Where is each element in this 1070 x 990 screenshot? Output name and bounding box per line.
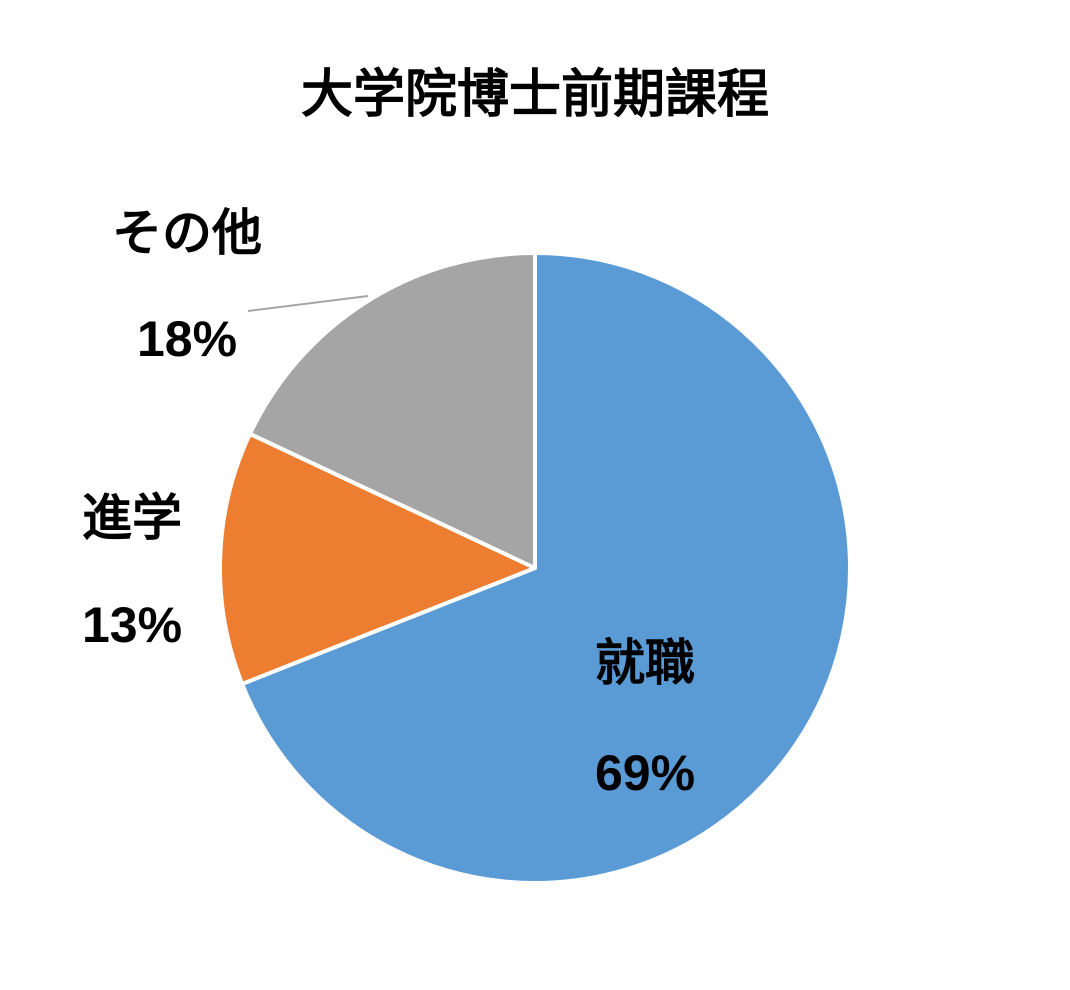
pie-slice-就職: [240, 251, 852, 885]
slice-label-category: その他: [112, 205, 262, 261]
pie-slice-進学: [218, 431, 537, 686]
slice-label-category: 就職: [595, 635, 695, 691]
slice-label-percent: 13%: [82, 597, 182, 653]
pie-slice-その他: [247, 251, 537, 570]
chart-title: 大学院博士前期課程: [301, 66, 769, 124]
slice-label-category: 進学: [82, 490, 182, 546]
slice-label-percent: 69%: [595, 745, 695, 801]
leader-line: [247, 295, 369, 312]
slice-label-percent: 18%: [137, 311, 237, 367]
